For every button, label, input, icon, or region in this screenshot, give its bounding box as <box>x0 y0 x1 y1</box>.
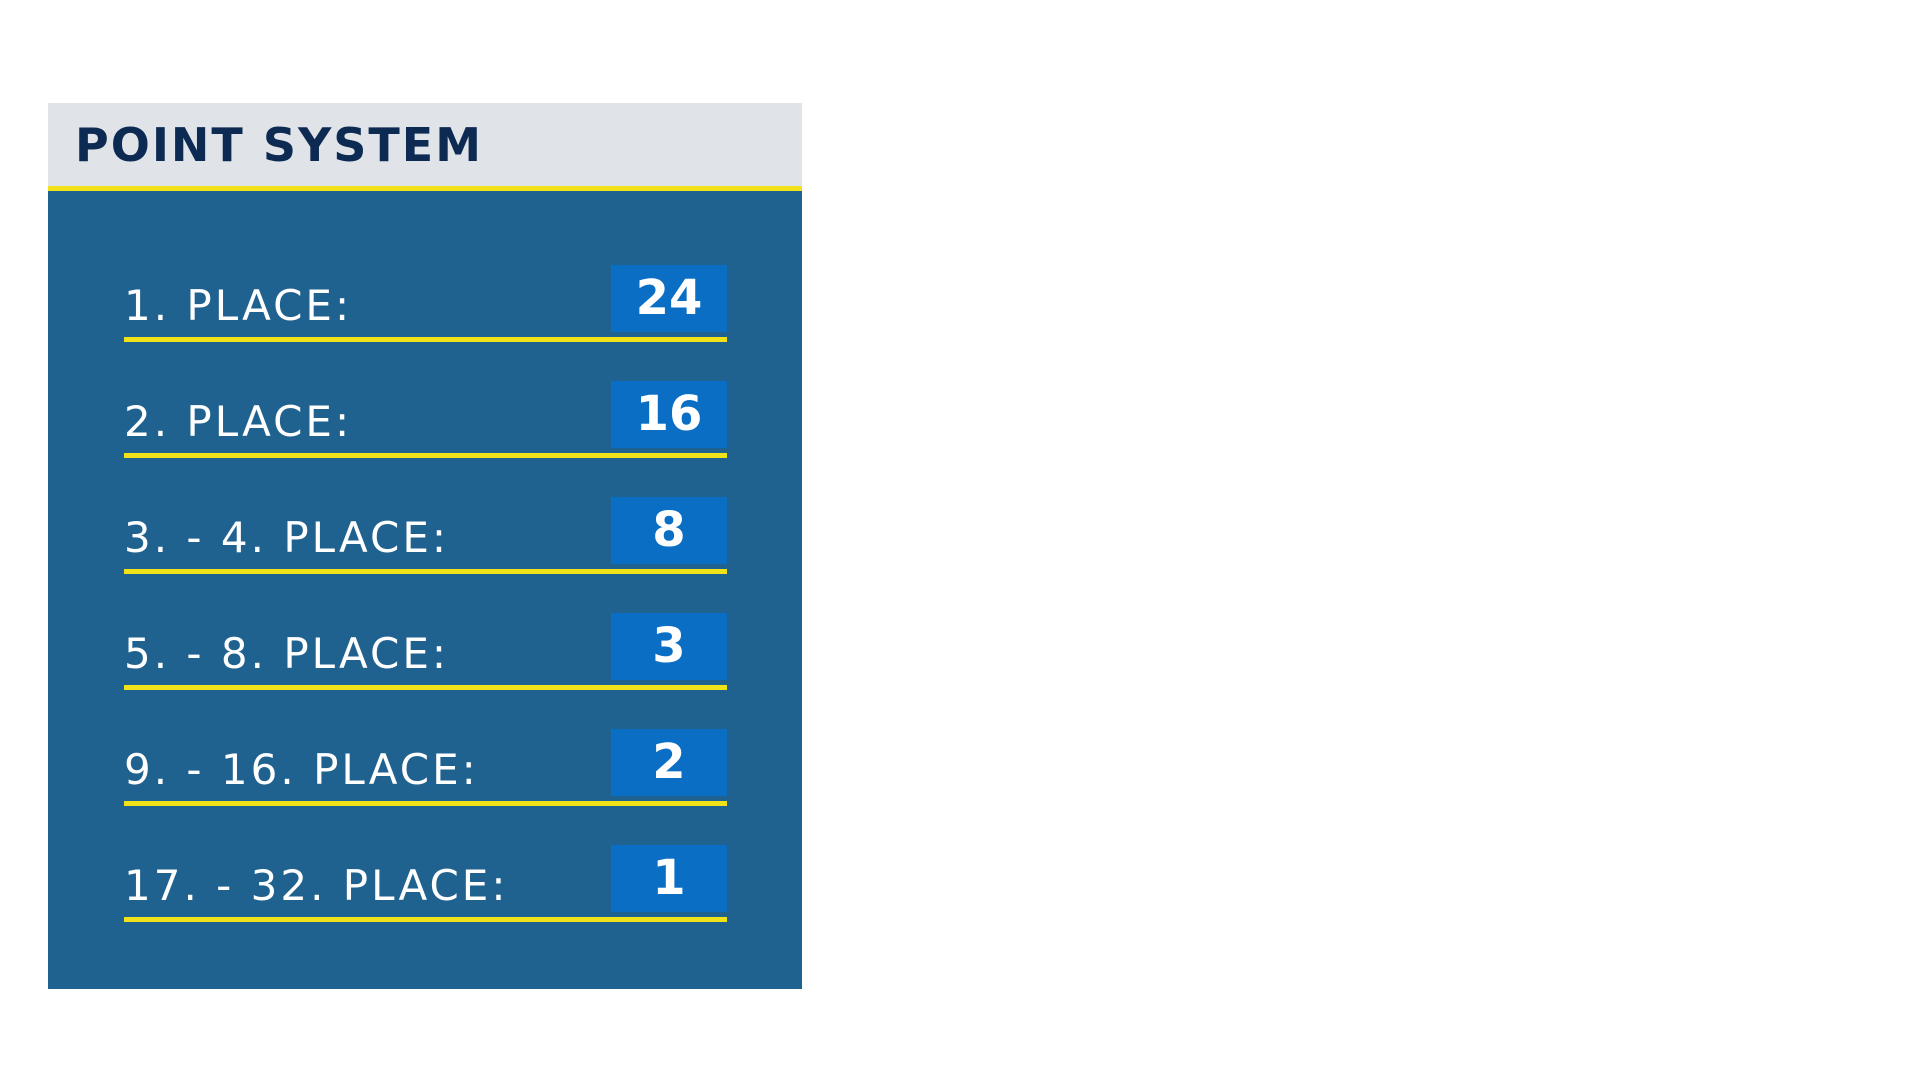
point-row: 9. - 16. PLACE: 2 <box>124 729 727 806</box>
place-label: 1. PLACE: <box>124 281 353 330</box>
point-row: 1. PLACE: 24 <box>124 265 727 342</box>
points-value: 3 <box>611 613 727 680</box>
place-label: 9. - 16. PLACE: <box>124 745 479 794</box>
points-value: 1 <box>611 845 727 912</box>
points-value: 8 <box>611 497 727 564</box>
point-row: 5. - 8. PLACE: 3 <box>124 613 727 690</box>
points-value: 24 <box>611 265 727 332</box>
panel-title: POINT SYSTEM <box>75 118 483 172</box>
place-label: 5. - 8. PLACE: <box>124 629 450 678</box>
place-label: 17. - 32. PLACE: <box>124 861 509 910</box>
panel-header: POINT SYSTEM <box>48 103 802 191</box>
place-label: 3. - 4. PLACE: <box>124 513 450 562</box>
point-row: 2. PLACE: 16 <box>124 381 727 458</box>
point-panel: POINT SYSTEM 1. PLACE: 24 2. PLACE: 16 3. - … <box>48 103 802 989</box>
point-row: 3. - 4. PLACE: 8 <box>124 497 727 574</box>
place-label: 2. PLACE: <box>124 397 353 446</box>
points-value: 2 <box>611 729 727 796</box>
points-value: 16 <box>611 381 727 448</box>
point-row: 17. - 32. PLACE: 1 <box>124 845 727 922</box>
